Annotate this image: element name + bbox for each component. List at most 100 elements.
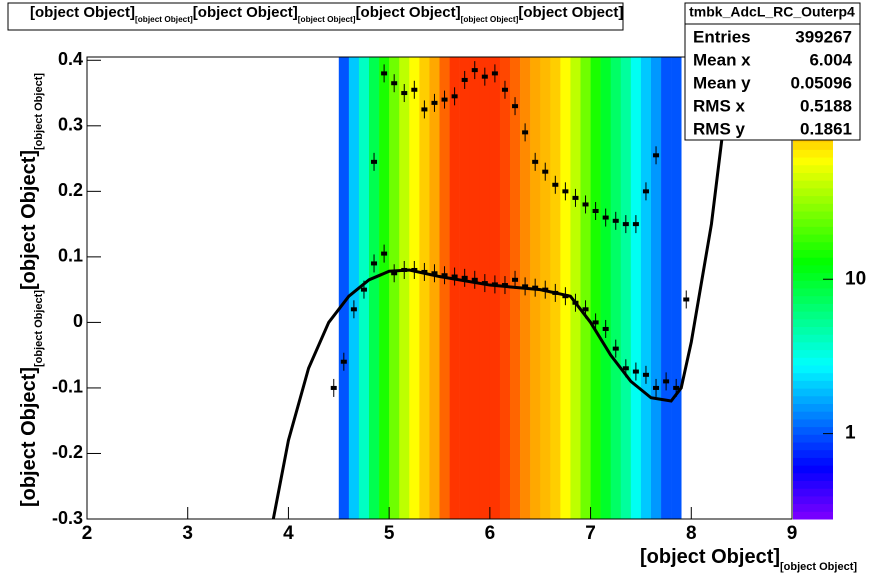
point — [622, 222, 629, 227]
text-part: [object Object] — [780, 561, 857, 573]
point — [632, 369, 639, 374]
point — [431, 100, 438, 105]
point — [602, 215, 609, 220]
point — [481, 74, 488, 79]
x-tick-label: 4 — [283, 523, 294, 544]
point — [350, 307, 357, 312]
heat-cell — [379, 57, 390, 519]
point — [401, 267, 408, 272]
text-part: [object Object] — [18, 367, 40, 507]
stats-value: 0.05096 — [791, 73, 852, 92]
point — [411, 267, 418, 272]
x-tick-label: 7 — [585, 523, 596, 544]
point — [421, 107, 428, 112]
point — [360, 287, 367, 292]
point — [552, 290, 559, 295]
stats-label: Mean y — [693, 73, 751, 92]
heat-cell — [651, 57, 662, 519]
point — [512, 104, 519, 109]
colorbar-cell — [793, 365, 833, 374]
colorbar-cell — [793, 334, 833, 343]
stats-value: 0.1861 — [800, 119, 852, 138]
point — [340, 359, 347, 364]
colorbar-cell — [793, 403, 833, 412]
heat-cell — [600, 57, 612, 519]
colorbar-cell — [793, 311, 833, 320]
colorbar-cell — [793, 211, 833, 220]
heat-cell — [610, 57, 622, 519]
heat-cell — [449, 57, 460, 519]
title-box — [7, 2, 624, 31]
point — [401, 91, 408, 96]
colorbar-cell — [793, 257, 833, 266]
colorbar-cell — [793, 195, 833, 204]
point — [522, 284, 529, 289]
point — [471, 68, 478, 73]
colorbar-cell — [793, 380, 833, 389]
stats-label: RMS x — [693, 96, 746, 115]
colorbar-cell — [793, 149, 833, 158]
colorbar-cell — [793, 203, 833, 212]
point — [491, 282, 498, 287]
colorbar-cell — [793, 372, 833, 381]
point — [451, 274, 458, 279]
colorbar-cell — [793, 388, 833, 397]
point — [632, 222, 639, 227]
text-part: [object Object] — [30, 4, 135, 21]
colorbar-cell — [793, 249, 833, 258]
point — [673, 385, 680, 390]
point — [431, 271, 438, 276]
heat-cell — [389, 57, 400, 519]
colorbar-cell — [793, 218, 833, 227]
heat-cell — [429, 57, 440, 519]
text-part: [object Object] — [33, 73, 45, 150]
colorbar-cell — [793, 341, 833, 351]
point — [441, 97, 448, 102]
point — [381, 251, 388, 256]
colorbar-cell — [793, 241, 833, 250]
point — [663, 379, 670, 384]
point — [532, 159, 539, 164]
colorbar-cell — [793, 503, 833, 512]
point — [612, 218, 619, 223]
point — [461, 275, 468, 280]
heat-cell — [630, 57, 642, 519]
point — [471, 277, 478, 282]
heat-cell — [409, 57, 420, 519]
heat-cell — [348, 57, 360, 519]
point — [542, 169, 549, 174]
point — [542, 287, 549, 292]
heat-cell — [640, 57, 652, 519]
colorbar-cell — [793, 164, 833, 173]
colorbar-cell — [793, 295, 833, 304]
point — [501, 283, 508, 288]
point — [371, 261, 378, 266]
colorbar-cell — [793, 449, 833, 458]
colorbar-cell — [793, 395, 833, 404]
z-tick-label: 1 — [845, 423, 856, 444]
point — [411, 87, 418, 92]
point — [653, 153, 660, 158]
colorbar-cell — [793, 234, 833, 243]
point — [461, 77, 468, 82]
colorbar-cell — [793, 172, 833, 181]
colorbar-cell — [793, 226, 833, 235]
colorbar-cell — [793, 465, 833, 474]
point — [592, 320, 599, 325]
heat-cell — [661, 57, 672, 519]
point — [391, 271, 398, 276]
colorbar-cell — [793, 303, 833, 312]
heat-cell — [590, 57, 601, 519]
stats-label: Mean x — [693, 50, 751, 69]
point — [391, 81, 398, 86]
point — [371, 159, 378, 164]
colorbar-cell — [793, 457, 833, 466]
colorbar-cell — [793, 442, 833, 451]
point — [683, 297, 690, 302]
point — [582, 202, 589, 207]
x-tick-label: 6 — [485, 523, 496, 544]
point — [622, 366, 629, 371]
text-part: [object Object] — [640, 546, 780, 568]
point — [653, 385, 660, 390]
